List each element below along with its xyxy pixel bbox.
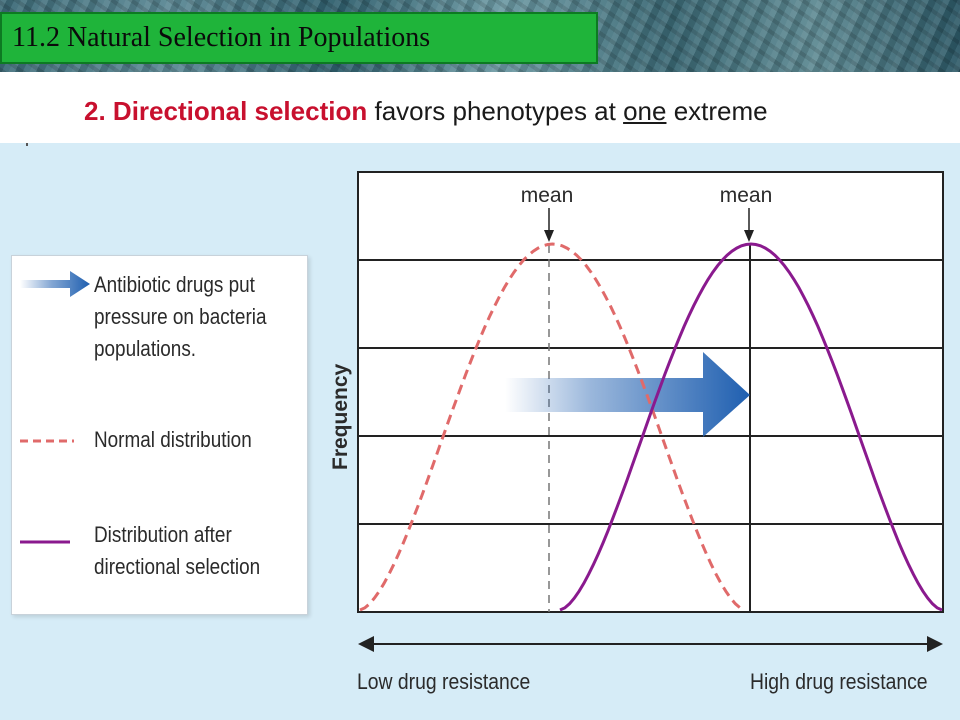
- legend-arrow-label: Antibiotic drugs put pressure on bacteri…: [94, 272, 267, 361]
- selection-arrow-icon: [505, 352, 750, 437]
- legend-dashed-label: Normal distribution: [94, 427, 252, 452]
- stray-mark: [26, 143, 28, 146]
- x-axis-high-label: High drug resistance: [750, 669, 928, 694]
- legend-solid-label: Distribution after directional selection: [94, 522, 261, 579]
- subtitle-mid: favors phenotypes at: [374, 96, 616, 126]
- slide-subtitle: 2. Directional selection favors phenotyp…: [84, 96, 768, 127]
- mean-arrowhead-after: [744, 230, 754, 242]
- x-axis-arrowhead-left: [358, 636, 374, 652]
- after-selection-curve: [559, 242, 943, 612]
- title-box: [0, 12, 598, 64]
- x-axis-arrowhead-right: [927, 636, 943, 652]
- mean-arrowhead-normal: [544, 230, 554, 242]
- normal-distribution-curve: [359, 242, 746, 612]
- mean-label-normal: mean: [521, 184, 574, 207]
- subtitle-underlined: one: [623, 96, 667, 126]
- subtitle-number: 2.: [84, 96, 106, 126]
- x-axis-low-label: Low drug resistance: [357, 669, 531, 694]
- y-axis-label: Frequency: [329, 363, 352, 470]
- mean-label-after: mean: [720, 184, 773, 207]
- subtitle-end: extreme: [673, 96, 768, 126]
- subtitle-highlight: Directional selection: [112, 96, 368, 126]
- legend-arrow-icon: [20, 271, 90, 297]
- legend-box: [11, 255, 308, 615]
- slide-title: 11.2 Natural Selection in Populations: [12, 22, 431, 53]
